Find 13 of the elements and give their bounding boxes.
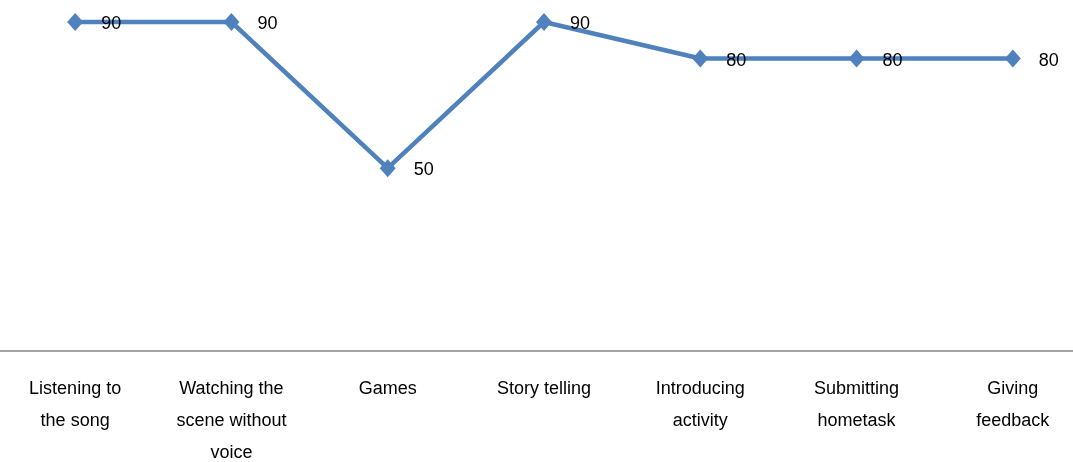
x-tick-label: Story telling — [496, 378, 592, 398]
x-tick-label: Listening to the song — [29, 378, 122, 430]
data-label: 80 — [882, 49, 903, 70]
x-tick-label: Submitting hometask — [814, 378, 900, 430]
x-tick-label: Giving feedback — [976, 378, 1051, 430]
x-tick-label: Introducing activity — [655, 378, 745, 430]
x-tick-label: Watching the scene without voice — [176, 378, 287, 462]
data-label: 80 — [726, 49, 747, 70]
data-label: 80 — [1038, 49, 1059, 70]
data-label: 90 — [570, 13, 591, 33]
x-tick-label: Games — [358, 378, 417, 398]
data-label: 50 — [413, 159, 434, 180]
data-label: 90 — [257, 13, 278, 33]
